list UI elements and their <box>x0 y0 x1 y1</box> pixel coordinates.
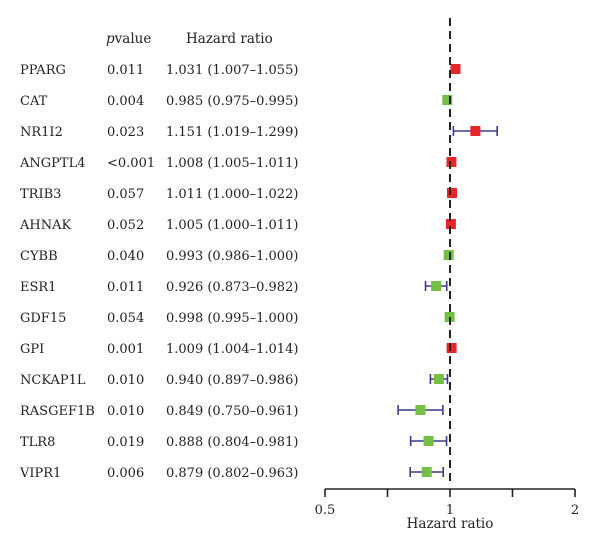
gene-label: GDF15 <box>20 311 66 326</box>
forest-row: ESR1 0.011 0.926 (0.873–0.982) <box>20 280 448 295</box>
hazard-ratio-ci: 1.031 (1.007–1.055) <box>166 63 298 78</box>
hazard-ratio-point <box>470 126 481 136</box>
p-value: <0.001 <box>107 156 155 171</box>
hazard-ratio-ci: 0.998 (0.995–1.000) <box>166 311 298 326</box>
gene-label: NR1I2 <box>20 125 63 140</box>
p-value: 0.010 <box>107 373 144 388</box>
x-axis: 0.5 1 2 <box>315 488 579 518</box>
gene-label: PPARG <box>20 63 66 78</box>
hazard-ratio-point <box>443 250 454 260</box>
hazard-ratio-ci: 1.005 (1.000–1.011) <box>166 218 298 233</box>
hazard-ratio-ci: 0.888 (0.804–0.981) <box>166 435 298 450</box>
p-value: 0.006 <box>107 466 144 481</box>
gene-label: CAT <box>20 94 48 109</box>
forest-rows: PPARG 0.011 1.031 (1.007–1.055) CAT 0.004 0.9… <box>19 63 498 481</box>
hazard-ratio-point <box>415 405 426 415</box>
x-tick-label: 2 <box>571 503 579 518</box>
forest-row: NR1I2 0.023 1.151 (1.019–1.299) <box>20 125 498 140</box>
forest-row: GPI 0.001 1.009 (1.004–1.014) <box>20 342 457 357</box>
hazard-ratio-point <box>423 436 434 446</box>
x-tick-label: 1 <box>446 503 454 518</box>
forest-row: GDF15 0.054 0.998 (0.995–1.000) <box>20 311 455 326</box>
hazard-ratio-ci: 0.926 (0.873–0.982) <box>166 280 298 295</box>
p-value: 0.019 <box>107 435 144 450</box>
forest-row: ANGPTL4 <0.001 1.008 (1.005–1.011) <box>19 156 457 171</box>
hazard-ratio-point <box>446 343 457 353</box>
p-value: 0.010 <box>107 404 144 419</box>
gene-label: AHNAK <box>19 218 71 233</box>
hazard-ratio-ci: 0.985 (0.975–0.995) <box>166 94 298 109</box>
forest-row: TLR8 0.019 0.888 (0.804–0.981) <box>20 435 448 450</box>
gene-label: VIPR1 <box>19 466 61 481</box>
forest-row: RASGEF1B 0.010 0.849 (0.750–0.961) <box>20 404 444 419</box>
hazard-ratio-point <box>445 219 456 229</box>
hazard-ratio-ci: 1.009 (1.004–1.014) <box>166 342 298 357</box>
forest-row: CAT 0.004 0.985 (0.975–0.995) <box>20 94 453 109</box>
hazard-ratio-ci: 0.879 (0.802–0.963) <box>166 466 298 481</box>
forest-row: CYBB 0.040 0.993 (0.986–1.000) <box>20 249 454 264</box>
gene-label: NCKAP1L <box>20 373 86 388</box>
gene-label: TRIB3 <box>20 187 61 202</box>
x-axis-label: Hazard ratio <box>407 516 494 532</box>
forest-row: TRIB3 0.057 1.011 (1.000–1.022) <box>20 187 457 202</box>
hazard-ratio-point <box>446 188 457 198</box>
gene-label: RASGEF1B <box>20 404 95 419</box>
p-value: 0.011 <box>107 63 144 78</box>
forest-row: VIPR1 0.006 0.879 (0.802–0.963) <box>19 466 445 481</box>
x-tick-label: 0.5 <box>315 503 336 518</box>
hazard-ratio-header: Hazard ratio <box>186 31 273 47</box>
hazard-ratio-point <box>442 95 453 105</box>
p-value: 0.054 <box>107 311 144 326</box>
hazard-ratio-ci: 1.008 (1.005–1.011) <box>166 156 298 171</box>
hazard-ratio-ci: 0.940 (0.897–0.986) <box>166 373 298 388</box>
p-value: 0.011 <box>107 280 144 295</box>
gene-label: CYBB <box>20 249 58 264</box>
hazard-ratio-point <box>433 374 444 384</box>
p-value: 0.052 <box>107 218 144 233</box>
hazard-ratio-point <box>421 467 432 477</box>
p-value: 0.057 <box>107 187 144 202</box>
p-value: 0.040 <box>107 249 144 264</box>
forest-row: NCKAP1L 0.010 0.940 (0.897–0.986) <box>20 373 449 388</box>
forest-row: PPARG 0.011 1.031 (1.007–1.055) <box>20 63 461 78</box>
pvalue-header: pvalue <box>106 31 151 47</box>
forest-row: AHNAK 0.052 1.005 (1.000–1.011) <box>19 218 456 233</box>
p-value: 0.001 <box>107 342 144 357</box>
gene-label: ANGPTL4 <box>19 156 85 171</box>
hazard-ratio-ci: 0.993 (0.986–1.000) <box>166 249 298 264</box>
pvalue-header-p: p <box>106 31 115 47</box>
gene-label: TLR8 <box>20 435 55 450</box>
hazard-ratio-ci: 1.011 (1.000–1.022) <box>166 187 298 202</box>
gene-label: ESR1 <box>20 280 56 295</box>
hazard-ratio-point <box>431 281 442 291</box>
hazard-ratio-ci: 0.849 (0.750–0.961) <box>166 404 298 419</box>
gene-label: GPI <box>20 342 44 357</box>
p-value: 0.023 <box>107 125 144 140</box>
pvalue-header-value: value <box>114 31 152 47</box>
hazard-ratio-ci: 1.151 (1.019–1.299) <box>166 125 298 140</box>
hazard-ratio-point <box>446 157 457 167</box>
p-value: 0.004 <box>107 94 144 109</box>
hazard-ratio-point <box>450 64 461 74</box>
